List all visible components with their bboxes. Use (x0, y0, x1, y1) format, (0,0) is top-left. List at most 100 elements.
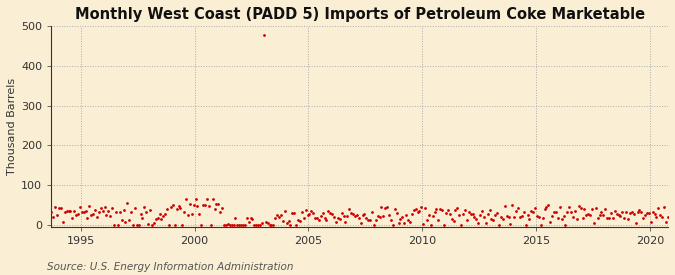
Point (97, 209, 108, 213)
Point (95, 206, 106, 210)
Point (564, 205, 574, 209)
Point (65, 209, 76, 214)
Point (245, 216, 256, 220)
Point (545, 220, 556, 225)
Point (190, 197, 201, 201)
Point (446, 217, 457, 222)
Point (249, 223, 260, 227)
Point (209, 207, 220, 211)
Point (340, 220, 351, 224)
Point (367, 210, 377, 215)
Point (433, 218, 443, 222)
Point (285, 223, 296, 227)
Point (399, 221, 410, 225)
Point (232, 223, 243, 227)
Point (408, 208, 419, 212)
Point (162, 207, 173, 211)
Point (200, 203, 211, 208)
Point (224, 223, 235, 227)
Point (217, 206, 227, 211)
Point (450, 207, 461, 212)
Point (435, 206, 446, 211)
Point (71, 213, 82, 218)
Point (454, 213, 464, 218)
Point (500, 204, 510, 208)
Point (528, 210, 539, 214)
Point (416, 205, 427, 209)
Point (594, 213, 605, 218)
Point (109, 223, 119, 227)
Point (469, 214, 480, 219)
Point (452, 206, 463, 210)
Point (495, 215, 506, 219)
Point (539, 207, 550, 211)
Point (319, 215, 330, 220)
Point (67, 216, 78, 221)
Point (572, 217, 583, 221)
Point (144, 207, 155, 212)
Point (325, 211, 335, 216)
Point (327, 212, 338, 216)
Point (133, 223, 144, 227)
Point (467, 211, 478, 216)
Point (40, 205, 51, 210)
Point (203, 204, 214, 208)
Point (460, 208, 470, 213)
Point (143, 221, 154, 226)
Point (312, 215, 323, 220)
Point (420, 206, 431, 210)
Point (291, 223, 302, 227)
Point (80, 208, 91, 213)
Point (410, 207, 421, 211)
Point (226, 223, 237, 227)
Point (33, 202, 44, 206)
Point (261, 220, 271, 224)
Point (294, 219, 305, 223)
Point (357, 213, 368, 218)
Point (313, 218, 324, 222)
Point (107, 205, 117, 210)
Point (270, 216, 281, 220)
Point (38, 205, 49, 210)
Point (44, 205, 55, 210)
Point (475, 213, 485, 218)
Point (88, 212, 99, 216)
Point (374, 214, 385, 219)
Point (579, 207, 590, 211)
Point (272, 213, 283, 218)
Point (602, 216, 613, 220)
Point (520, 223, 531, 227)
Point (273, 215, 284, 219)
Point (63, 209, 74, 214)
Point (167, 203, 178, 208)
Point (93, 210, 104, 215)
Point (657, 215, 668, 219)
Point (342, 214, 353, 218)
Point (549, 210, 560, 214)
Point (124, 218, 134, 222)
Point (535, 223, 546, 227)
Point (383, 213, 394, 217)
Point (427, 214, 438, 218)
Point (516, 214, 527, 218)
Point (334, 217, 345, 221)
Point (196, 223, 207, 227)
Point (640, 213, 651, 217)
Point (135, 212, 146, 216)
Point (254, 223, 265, 227)
Point (82, 216, 93, 221)
Point (236, 222, 246, 227)
Point (333, 216, 344, 220)
Point (86, 213, 97, 217)
Point (188, 203, 199, 207)
Point (431, 207, 442, 212)
Point (234, 223, 244, 227)
Point (389, 207, 400, 211)
Point (503, 215, 514, 220)
Point (228, 223, 239, 227)
Point (575, 206, 586, 210)
Point (568, 214, 578, 219)
Point (287, 211, 298, 215)
Point (393, 221, 404, 225)
Point (122, 201, 133, 205)
